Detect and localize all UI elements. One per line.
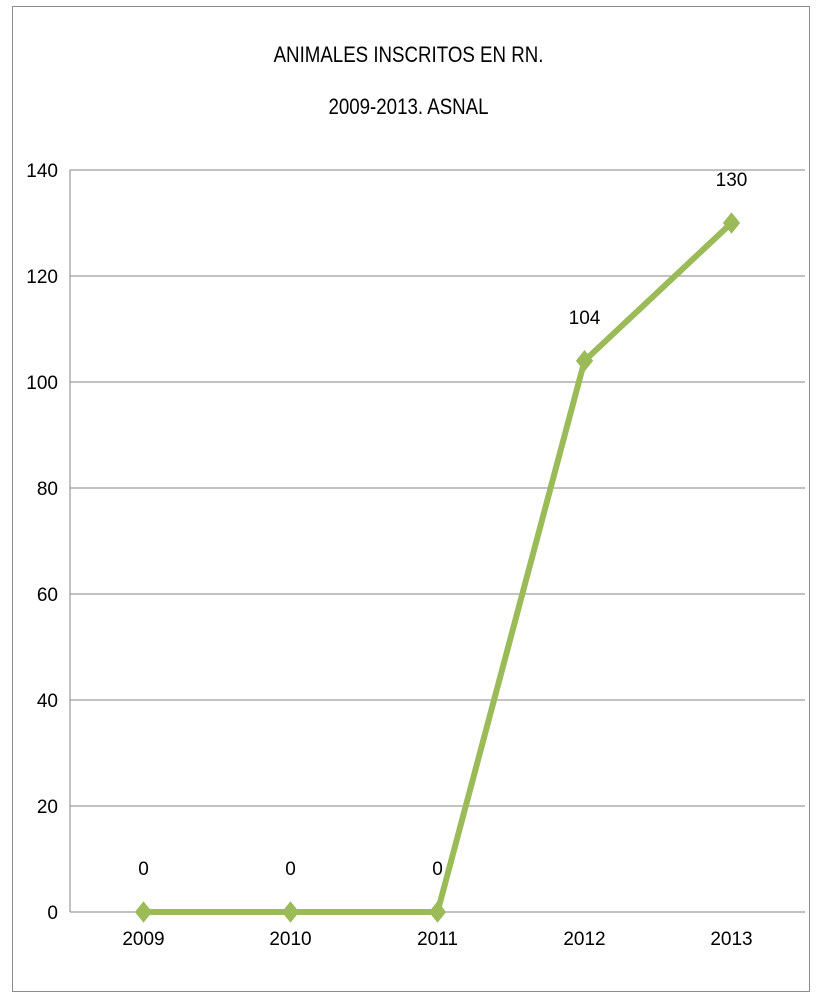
data-point-marker (575, 349, 594, 372)
data-label: 104 (569, 308, 601, 329)
chart-title-line2: 2009-2013. ASNAL (328, 94, 489, 119)
data-label: 0 (138, 859, 149, 880)
x-tick-label: 2012 (563, 929, 605, 950)
x-tick-label: 2010 (269, 929, 311, 950)
data-point-marker (428, 901, 447, 923)
data-point-marker (281, 901, 300, 923)
data-label: 0 (432, 859, 443, 880)
y-tick-label: 60 (37, 585, 58, 606)
y-tick-label: 40 (37, 691, 58, 712)
x-tick-label: 2013 (710, 929, 752, 950)
chart-title-line1: ANIMALES INSCRITOS EN RN. (273, 42, 544, 67)
data-label: 130 (716, 170, 748, 191)
series-line (143, 220, 734, 915)
data-point-marker (722, 212, 741, 234)
y-tick-label: 20 (37, 797, 58, 818)
y-tick-label: 80 (37, 479, 58, 500)
y-tick-label: 140 (26, 161, 58, 182)
y-tick-label: 100 (26, 373, 58, 394)
x-tick-label: 2009 (122, 929, 164, 950)
data-label: 0 (285, 859, 296, 880)
x-tick-label: 2011 (417, 929, 458, 950)
y-tick-label: 0 (47, 903, 58, 924)
y-tick-label: 120 (26, 267, 58, 288)
data-point-marker (134, 901, 153, 923)
